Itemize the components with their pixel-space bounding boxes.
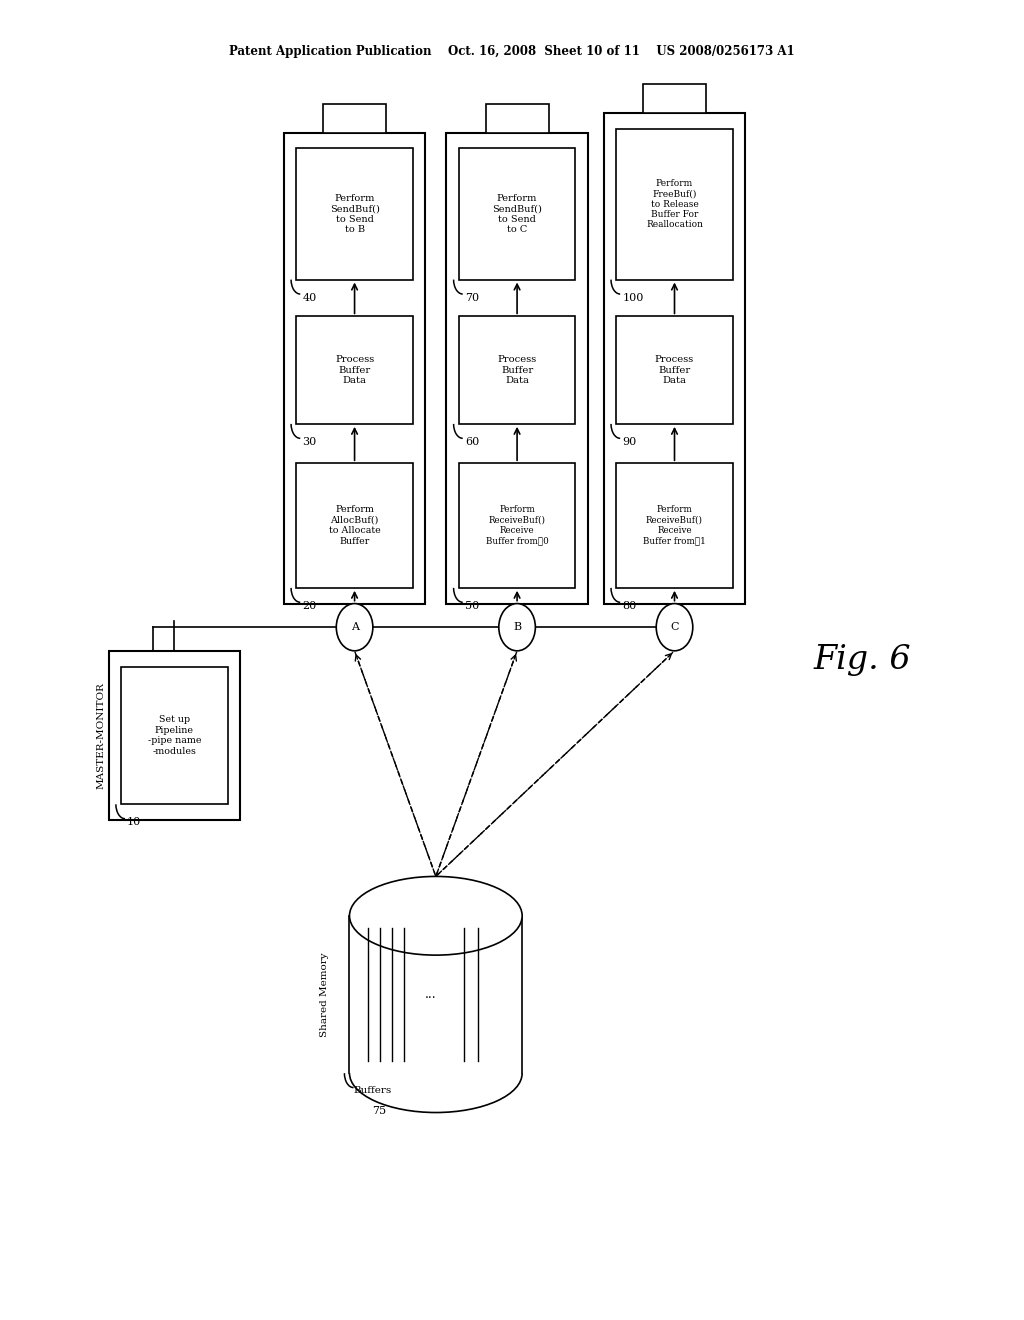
Text: C: C: [671, 622, 679, 632]
Bar: [109, 651, 240, 820]
Bar: [643, 84, 706, 114]
Text: Patent Application Publication    Oct. 16, 2008  Sheet 10 of 11    US 2008/02561: Patent Application Publication Oct. 16, …: [229, 45, 795, 58]
Text: 20: 20: [302, 601, 316, 611]
Text: 90: 90: [623, 437, 637, 447]
Bar: [446, 133, 588, 603]
Text: Perform
ReceiveBuf()
Receive
Buffer from⑀0: Perform ReceiveBuf() Receive Buffer from…: [485, 506, 549, 545]
Text: 30: 30: [302, 437, 316, 447]
Bar: [459, 148, 575, 280]
Text: Process
Buffer
Data: Process Buffer Data: [498, 355, 537, 385]
Circle shape: [336, 603, 373, 651]
Circle shape: [499, 603, 536, 651]
Bar: [485, 104, 549, 133]
Bar: [616, 129, 733, 280]
Bar: [459, 463, 575, 587]
Bar: [296, 463, 413, 587]
Bar: [616, 463, 733, 587]
Text: Perform
FreeBuf()
to Release
Buffer For
Reallocation: Perform FreeBuf() to Release Buffer For …: [646, 180, 703, 230]
Bar: [121, 667, 227, 804]
Text: Perform
AllocBuf()
to Allocate
Buffer: Perform AllocBuf() to Allocate Buffer: [329, 506, 381, 545]
Text: Fig. 6: Fig. 6: [814, 644, 911, 676]
Text: 60: 60: [465, 437, 479, 447]
Text: 50: 50: [465, 601, 479, 611]
Text: Set up
Pipeline
-pipe name
-modules: Set up Pipeline -pipe name -modules: [147, 715, 201, 755]
Text: 10: 10: [127, 817, 141, 828]
Bar: [349, 916, 522, 1073]
Text: B: B: [513, 622, 521, 632]
Circle shape: [656, 603, 693, 651]
Text: Process
Buffer
Data: Process Buffer Data: [335, 355, 374, 385]
Text: 80: 80: [623, 601, 637, 611]
Text: Perform
SendBuf()
to Send
to C: Perform SendBuf() to Send to C: [493, 194, 542, 234]
Text: Perform
ReceiveBuf()
Receive
Buffer from⑀1: Perform ReceiveBuf() Receive Buffer from…: [643, 506, 706, 545]
Bar: [296, 317, 413, 424]
Bar: [459, 317, 575, 424]
Text: ...: ...: [425, 987, 436, 1001]
Text: 40: 40: [302, 293, 316, 302]
Ellipse shape: [349, 876, 522, 956]
Text: Process
Buffer
Data: Process Buffer Data: [655, 355, 694, 385]
Text: 70: 70: [465, 293, 479, 302]
Text: 75: 75: [372, 1106, 386, 1115]
Bar: [324, 104, 386, 133]
Text: A: A: [350, 622, 358, 632]
Text: 100: 100: [623, 293, 643, 302]
Bar: [284, 133, 425, 603]
Text: Shared Memory: Shared Memory: [319, 952, 329, 1036]
Bar: [604, 114, 745, 603]
Text: MASTER-MONITOR: MASTER-MONITOR: [96, 682, 105, 789]
Bar: [616, 317, 733, 424]
Text: Perform
SendBuf()
to Send
to B: Perform SendBuf() to Send to B: [330, 194, 380, 234]
Bar: [296, 148, 413, 280]
Text: Buffers: Buffers: [353, 1086, 392, 1096]
